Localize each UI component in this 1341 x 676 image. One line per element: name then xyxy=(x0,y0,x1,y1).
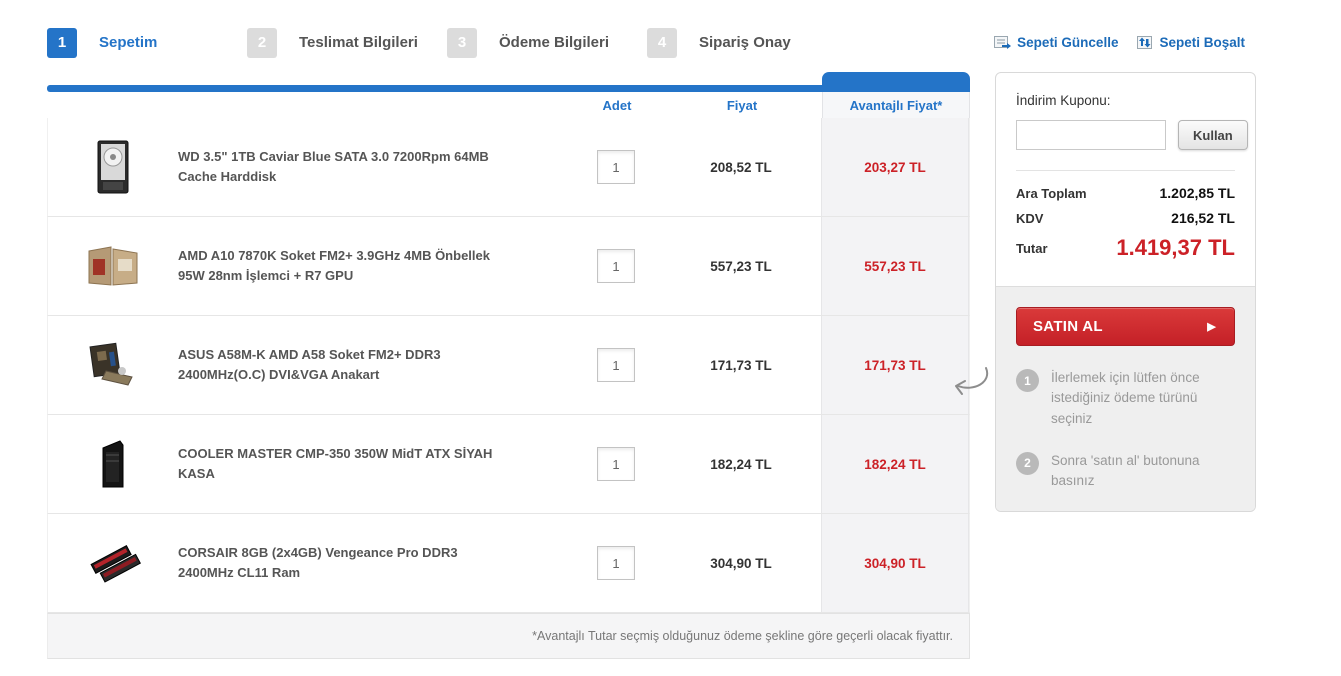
step-3-number: 3 xyxy=(457,34,467,51)
step-4-number: 4 xyxy=(657,34,667,51)
product-title[interactable]: ASUS A58M-K AMD A58 Soket FM2+ DDR3 2400… xyxy=(178,346,441,382)
coupon-input[interactable] xyxy=(1016,120,1166,150)
product-image-cpu-box xyxy=(88,246,138,286)
product-price: 182,24 TL xyxy=(710,456,772,472)
step-teslimat-bilgileri[interactable]: 2 Teslimat Bilgileri xyxy=(247,27,447,58)
product-image-motherboard xyxy=(89,342,133,386)
quantity-input[interactable] xyxy=(597,150,635,184)
grand-total-label: Tutar xyxy=(1016,240,1048,256)
product-image-ram xyxy=(90,544,141,583)
empty-cart-label: Sepeti Boşalt xyxy=(1159,35,1245,50)
checkout-section: SATIN AL ▶ 1 İlerlemek için lütfen önce … xyxy=(996,286,1255,512)
step-1-number: 1 xyxy=(57,34,67,51)
main-content: Adet Fiyat Avantajlı Fiyat* WD 3.5" 1TB … xyxy=(47,72,1256,659)
quantity-input[interactable] xyxy=(597,546,635,580)
curved-arrow-doodle xyxy=(955,367,989,395)
instruction-1-badge: 1 xyxy=(1016,369,1039,392)
checkout-steps: 1 Sepetim 2 Teslimat Bilgileri 3 Ödeme B… xyxy=(0,0,1341,60)
empty-cart-button[interactable]: Sepeti Boşalt xyxy=(1136,35,1245,50)
cart-table-header: Adet Fiyat Avantajlı Fiyat* xyxy=(47,72,970,118)
step-1-badge: 1 xyxy=(47,27,77,58)
step-1-label: Sepetim xyxy=(99,34,158,51)
vat-value: 216,52 TL xyxy=(1171,210,1235,226)
advantage-price-footnote: *Avantajlı Tutar seçmiş olduğunuz ödeme … xyxy=(532,629,953,643)
vat-label: KDV xyxy=(1016,210,1044,226)
subtotal-row: Ara Toplam 1.202,85 TL xyxy=(1016,185,1235,201)
column-header-advantage-price: Avantajlı Fiyat* xyxy=(849,97,943,113)
quantity-input[interactable] xyxy=(597,348,635,382)
product-image-harddisk xyxy=(97,140,129,194)
buy-button[interactable]: SATIN AL ▶ xyxy=(1016,307,1235,346)
product-image-pc-case xyxy=(102,440,124,488)
product-advantage-price: 203,27 TL xyxy=(864,159,926,175)
step-odeme-bilgileri[interactable]: 3 Ödeme Bilgileri xyxy=(447,27,647,58)
grand-total-row: Tutar 1.419,37 TL xyxy=(1016,235,1235,261)
coupon-apply-button[interactable]: Kullan xyxy=(1178,120,1248,150)
step-3-badge: 3 xyxy=(447,27,477,58)
table-footnote-bar: *Avantajlı Tutar seçmiş olduğunuz ödeme … xyxy=(47,613,970,659)
instruction-1-text: İlerlemek için lütfen önce istediğiniz ö… xyxy=(1051,370,1200,426)
cart-actions: Sepeti Güncelle Sepeti Boşalt xyxy=(994,35,1245,50)
product-advantage-price: 304,90 TL xyxy=(864,555,926,571)
update-cart-icon xyxy=(994,36,1012,49)
product-advantage-price: 557,23 TL xyxy=(864,258,926,274)
step-2-label: Teslimat Bilgileri xyxy=(299,34,418,51)
cart-row: AMD A10 7870K Soket FM2+ 3.9GHz 4MB Önbe… xyxy=(47,217,970,316)
product-price: 171,73 TL xyxy=(710,357,772,373)
empty-cart-icon xyxy=(1137,36,1153,49)
update-cart-button[interactable]: Sepeti Güncelle xyxy=(994,35,1118,50)
instruction-2-badge: 2 xyxy=(1016,451,1039,475)
grand-total-value: 1.419,37 TL xyxy=(1116,235,1235,260)
subtotal-label: Ara Toplam xyxy=(1016,185,1087,201)
step-4-badge: 4 xyxy=(647,27,677,58)
divider xyxy=(1016,170,1235,171)
cart-row: WD 3.5" 1TB Caviar Blue SATA 3.0 7200Rpm… xyxy=(47,118,970,217)
step-siparis-onay[interactable]: 4 Sipariş Onay xyxy=(647,27,847,58)
right-arrow-icon: ▶ xyxy=(1207,321,1216,333)
quantity-input[interactable] xyxy=(597,447,635,481)
step-3-label: Ödeme Bilgileri xyxy=(499,34,610,51)
product-advantage-price: 182,24 TL xyxy=(864,456,926,472)
subtotal-value: 1.202,85 TL xyxy=(1159,185,1236,201)
step-2-badge: 2 xyxy=(247,27,277,58)
product-title[interactable]: WD 3.5" 1TB Caviar Blue SATA 3.0 7200Rpm… xyxy=(178,148,489,184)
advantage-column-tab xyxy=(822,72,970,92)
vat-row: KDV 216,52 TL xyxy=(1016,210,1235,226)
instruction-item: 1 İlerlemek için lütfen önce istediğiniz… xyxy=(1016,368,1235,429)
header-accent-bar xyxy=(47,85,970,92)
product-price: 208,52 TL xyxy=(710,159,772,175)
product-title[interactable]: COOLER MASTER CMP-350 350W MidT ATX SİYA… xyxy=(178,445,493,481)
step-2-number: 2 xyxy=(257,34,267,51)
cart-row: COOLER MASTER CMP-350 350W MidT ATX SİYA… xyxy=(47,415,970,514)
instruction-item: 2 Sonra 'satın al' butonuna basınız xyxy=(1016,451,1235,492)
step-sepetim[interactable]: 1 Sepetim xyxy=(47,27,247,58)
totals-section: Ara Toplam 1.202,85 TL KDV 216,52 TL Tut… xyxy=(996,171,1255,286)
product-price: 557,23 TL xyxy=(710,258,772,274)
column-header-price: Fiyat xyxy=(726,97,758,113)
cart-row: CORSAIR 8GB (2x4GB) Vengeance Pro DDR3 2… xyxy=(47,514,970,613)
product-price: 304,90 TL xyxy=(710,555,772,571)
step-4-label: Sipariş Onay xyxy=(699,34,791,51)
order-summary-panel: İndirim Kuponu: Kullan Ara Toplam 1.202,… xyxy=(995,72,1256,513)
product-title[interactable]: CORSAIR 8GB (2x4GB) Vengeance Pro DDR3 2… xyxy=(178,544,458,580)
product-advantage-price: 171,73 TL xyxy=(864,357,926,373)
quantity-input[interactable] xyxy=(597,249,635,283)
instruction-2-text: Sonra 'satın al' butonuna basınız xyxy=(1051,452,1200,488)
coupon-label: İndirim Kuponu: xyxy=(1016,93,1111,108)
product-title[interactable]: AMD A10 7870K Soket FM2+ 3.9GHz 4MB Önbe… xyxy=(178,247,490,283)
cart-table: Adet Fiyat Avantajlı Fiyat* WD 3.5" 1TB … xyxy=(47,72,970,659)
cart-row: ASUS A58M-K AMD A58 Soket FM2+ DDR3 2400… xyxy=(47,316,970,415)
column-header-qty: Adet xyxy=(602,97,632,113)
buy-button-label: SATIN AL xyxy=(1033,318,1103,335)
update-cart-label: Sepeti Güncelle xyxy=(1017,35,1119,50)
